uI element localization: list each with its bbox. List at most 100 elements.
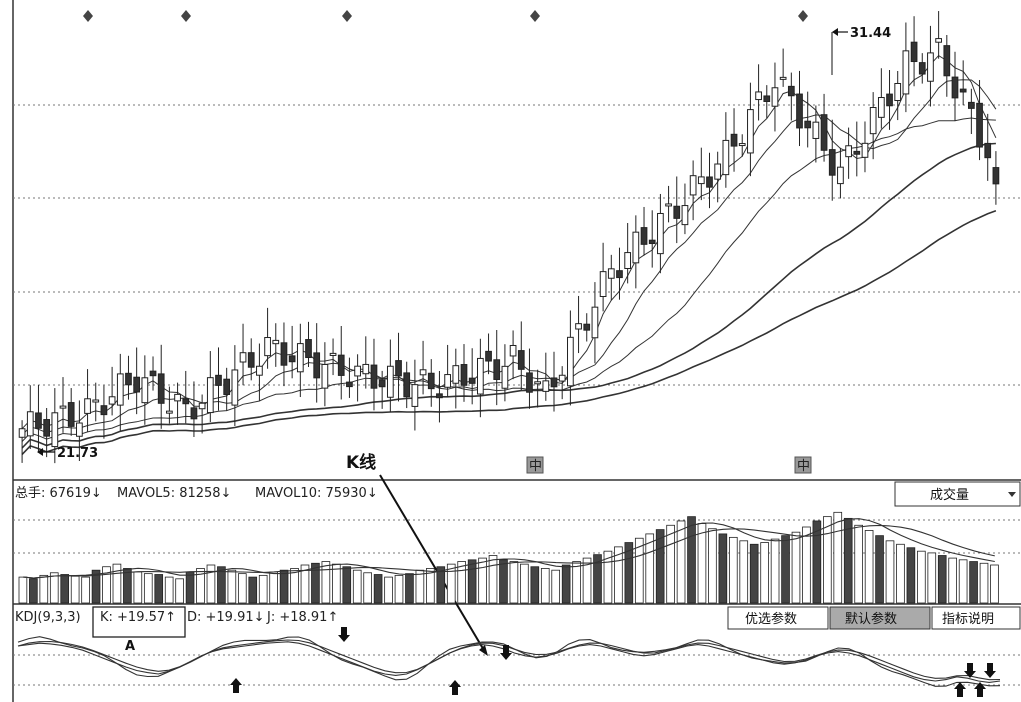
kdj-button-default-label: 默认参数 <box>845 611 897 627</box>
volume-bar <box>823 516 832 604</box>
low-price-arrowhead <box>37 448 43 456</box>
volume-bar <box>927 552 937 604</box>
kdj-button-help[interactable]: 指标说明 <box>931 606 1021 630</box>
volume-bar <box>49 572 59 604</box>
candle-body <box>182 398 190 405</box>
volume-bar <box>572 561 581 604</box>
candle-body <box>92 399 100 403</box>
volume-stats: 总手: 67619↓ MAVOL5: 81258↓ MAVOL10: 75930… <box>15 486 378 501</box>
candle-body <box>967 101 975 109</box>
volume-bar <box>969 561 978 604</box>
low-price-label: 21.73 <box>57 446 98 461</box>
candle-body <box>837 166 844 185</box>
candle-body <box>951 76 959 99</box>
svg-text:中: 中 <box>797 459 810 474</box>
volume-bar <box>520 563 529 604</box>
candle-body <box>59 405 67 409</box>
volume-bar <box>478 557 487 604</box>
candle-body <box>329 352 337 356</box>
volume-bar <box>311 562 320 604</box>
candle-body <box>681 205 689 226</box>
candle-body <box>771 87 779 107</box>
candle-body <box>321 363 329 389</box>
candle-body <box>624 252 632 269</box>
sell-arrow-icon <box>964 663 976 678</box>
volume-bar <box>551 569 561 604</box>
volume-bar <box>864 530 874 604</box>
volume-bar <box>655 529 665 604</box>
volume-bar <box>499 559 508 604</box>
volume-bar <box>206 564 216 604</box>
candle-body <box>272 339 280 345</box>
candle-body <box>501 365 509 389</box>
event-marker-2: 中 <box>794 456 812 474</box>
moving-average-lines <box>21 54 997 455</box>
candle-body <box>305 339 312 359</box>
high-price-label: 31.44 <box>850 26 891 41</box>
volume-bar <box>112 563 122 604</box>
volume-bar <box>603 550 613 604</box>
candle-body <box>910 41 918 63</box>
candle-body <box>632 231 640 264</box>
volume-bar <box>812 520 822 604</box>
candle-body <box>567 336 574 387</box>
candle-body <box>616 270 623 279</box>
volume-bar <box>217 566 226 604</box>
volume-bar <box>488 555 498 604</box>
ma-line-10 <box>21 79 997 436</box>
candlesticks <box>18 11 1000 464</box>
candle-body <box>853 150 861 155</box>
candle-body <box>886 93 893 107</box>
volume-bar <box>196 568 205 604</box>
candle-body <box>247 352 255 368</box>
point-a-label: A <box>125 639 135 654</box>
candle-body <box>812 121 820 139</box>
candle-body <box>787 85 795 97</box>
volume-ma-line-10 <box>23 524 995 579</box>
indicator-select-dropdown[interactable]: 成交量 <box>894 481 1021 507</box>
candle-body <box>779 76 787 80</box>
volume-bar <box>279 569 289 604</box>
kdj-j-stat: J: +18.91↑ <box>266 610 338 625</box>
volume-mavol10-stat: MAVOL10: 75930↓ <box>255 486 378 501</box>
kline-annotation-arrowhead <box>479 645 488 656</box>
candle-body <box>313 352 321 379</box>
sell-arrow-icon <box>500 645 512 660</box>
volume-bar <box>802 526 811 604</box>
kline-annotation-label: K线 <box>346 452 376 473</box>
volume-ma-lines <box>23 518 995 579</box>
volume-bar <box>990 564 999 604</box>
candle-body <box>820 114 828 151</box>
candle-body <box>591 306 599 339</box>
candle-body <box>468 377 476 384</box>
volume-bar <box>237 573 247 604</box>
volume-bar <box>593 554 602 604</box>
candle-body <box>427 372 435 390</box>
kdj-button-default[interactable]: 默认参数 <box>829 606 931 630</box>
volume-bar <box>791 531 801 604</box>
top-diamond-markers <box>83 10 808 22</box>
candle-body <box>943 45 951 77</box>
kdj-signal-arrows <box>230 627 996 697</box>
candle-body <box>927 52 934 82</box>
candle-body <box>149 370 157 377</box>
candle-body <box>67 402 75 427</box>
candle-body <box>460 364 468 386</box>
candle-body <box>583 323 591 331</box>
kdj-button-optimize[interactable]: 优选参数 <box>727 606 829 630</box>
volume-bar <box>917 550 926 604</box>
volume-bar <box>258 574 268 604</box>
candle-body <box>861 142 869 158</box>
kdj-j-line <box>17 636 1001 687</box>
volume-bar <box>833 511 843 604</box>
candle-body <box>76 422 83 437</box>
volume-bar <box>154 574 164 604</box>
candle-body <box>918 62 926 75</box>
candle-body <box>452 365 460 384</box>
kdj-k-highlight-box <box>92 606 186 638</box>
volume-bar <box>342 566 352 604</box>
candle-body <box>411 384 419 407</box>
candle-body <box>648 239 656 245</box>
candle-body <box>215 374 222 386</box>
candle-body <box>935 38 942 43</box>
